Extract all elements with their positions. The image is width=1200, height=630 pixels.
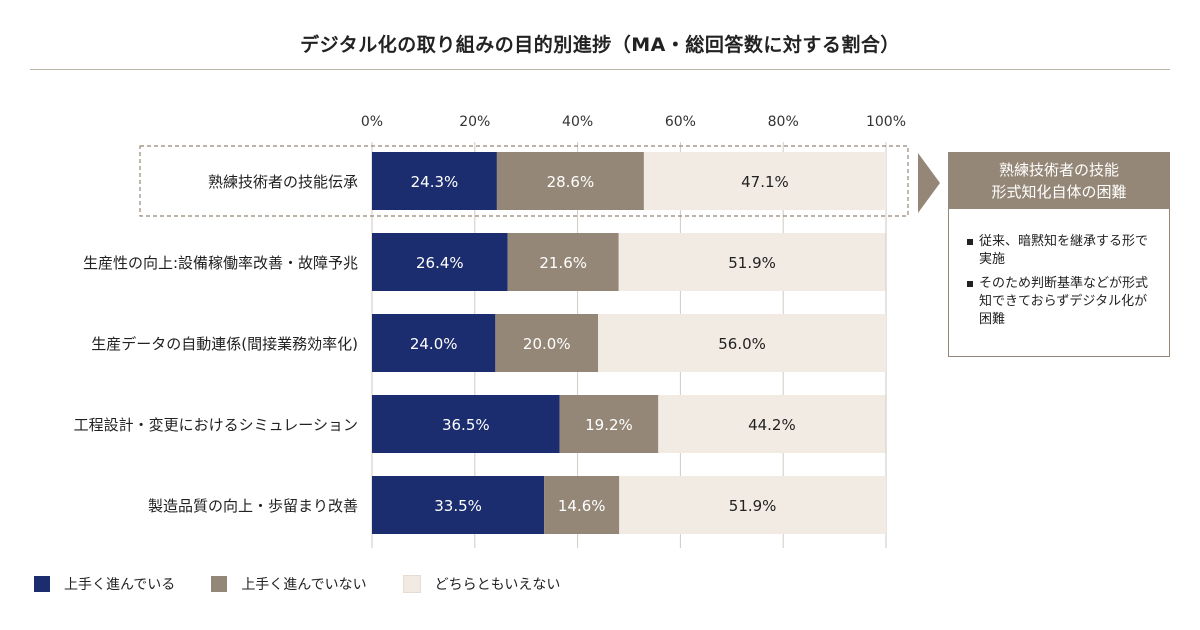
data-label: 21.6%: [539, 254, 587, 272]
category-label: 生産データの自動連係(間接業務効率化): [91, 335, 358, 353]
data-label: 26.4%: [416, 254, 464, 272]
category-label: 生産性の向上:設備稼働率改善・故障予兆: [83, 254, 358, 272]
callout-title-line: 形式知化自体の困難: [991, 183, 1127, 201]
callout-title-line: 熟練技術者の技能: [998, 161, 1119, 179]
data-label: 51.9%: [728, 254, 776, 272]
category-label: 工程設計・変更におけるシミュレーション: [74, 416, 358, 434]
x-tick-label: 0%: [361, 114, 383, 130]
bar-segment: [372, 152, 497, 210]
data-label: 36.5%: [442, 416, 490, 434]
bar-segment: [495, 314, 599, 372]
bar-segment: [559, 395, 659, 453]
bar-segment: [544, 476, 620, 534]
legend-swatch: [34, 576, 50, 592]
highlight-frame: [139, 145, 909, 217]
bar-segment: [372, 395, 560, 453]
data-label: 47.1%: [741, 173, 789, 191]
category-label: 製造品質の向上・歩留まり改善: [148, 497, 358, 515]
x-tick-label: 80%: [768, 114, 799, 130]
data-label: 24.0%: [410, 335, 458, 353]
data-label: 14.6%: [558, 497, 606, 515]
data-label: 51.9%: [729, 497, 777, 515]
x-tick-label: 20%: [459, 114, 490, 130]
bar-segment: [618, 233, 886, 291]
callout-item: そのため判断基準などが形式知できておらずデジタル化が困難: [967, 275, 1159, 329]
category-label: 熟練技術者の技能伝承: [208, 173, 358, 191]
legend: 上手く進んでいる 上手く進んでいない どちらともいえない: [34, 574, 596, 594]
legend-item-neutral: どちらともいえない: [402, 574, 561, 594]
callout-item: 従来、暗黙知を継承する形で実施: [967, 233, 1159, 269]
legend-item-progressing: 上手く進んでいる: [34, 574, 175, 594]
legend-label: 上手く進んでいる: [64, 577, 176, 593]
bar-segment: [658, 395, 886, 453]
legend-label: どちらともいえない: [434, 577, 561, 593]
legend-label: 上手く進んでいない: [241, 577, 367, 593]
chart-title: デジタル化の取り組みの目的別進捗（MA・総回答数に対する割合）: [300, 34, 900, 56]
legend-swatch: [402, 575, 421, 593]
data-label: 19.2%: [585, 416, 633, 434]
bar-segment: [598, 314, 886, 372]
x-tick-label: 60%: [665, 114, 696, 130]
bar-segment: [372, 314, 496, 372]
data-label: 44.2%: [748, 416, 796, 434]
bar-segment: [372, 233, 508, 291]
callout-list: 従来、暗黙知を継承する形で実施 そのため判断基準などが形式知できておらずデジタル…: [949, 209, 1169, 329]
data-label: 33.5%: [434, 497, 482, 515]
x-tick-label: 40%: [562, 114, 593, 130]
legend-swatch: [211, 576, 228, 592]
callout-box: 熟練技術者の技能 形式知化自体の困難 従来、暗黙知を継承する形で実施 そのため判…: [948, 152, 1170, 357]
bar-segment: [507, 233, 619, 291]
callout-header: 熟練技術者の技能 形式知化自体の困難: [949, 153, 1169, 209]
data-label: 28.6%: [547, 173, 595, 191]
data-label: 56.0%: [718, 335, 766, 353]
data-label: 24.3%: [411, 173, 459, 191]
bar-segment: [619, 476, 886, 534]
bar-segment: [643, 152, 886, 210]
callout-arrow: [918, 153, 940, 213]
data-label: 20.0%: [523, 335, 571, 353]
legend-item-not-progressing: 上手く進んでいない: [211, 574, 367, 594]
bar-segment: [496, 152, 644, 210]
title-divider: [30, 69, 1170, 70]
x-tick-label: 100%: [866, 114, 906, 130]
bar-segment: [372, 476, 545, 534]
